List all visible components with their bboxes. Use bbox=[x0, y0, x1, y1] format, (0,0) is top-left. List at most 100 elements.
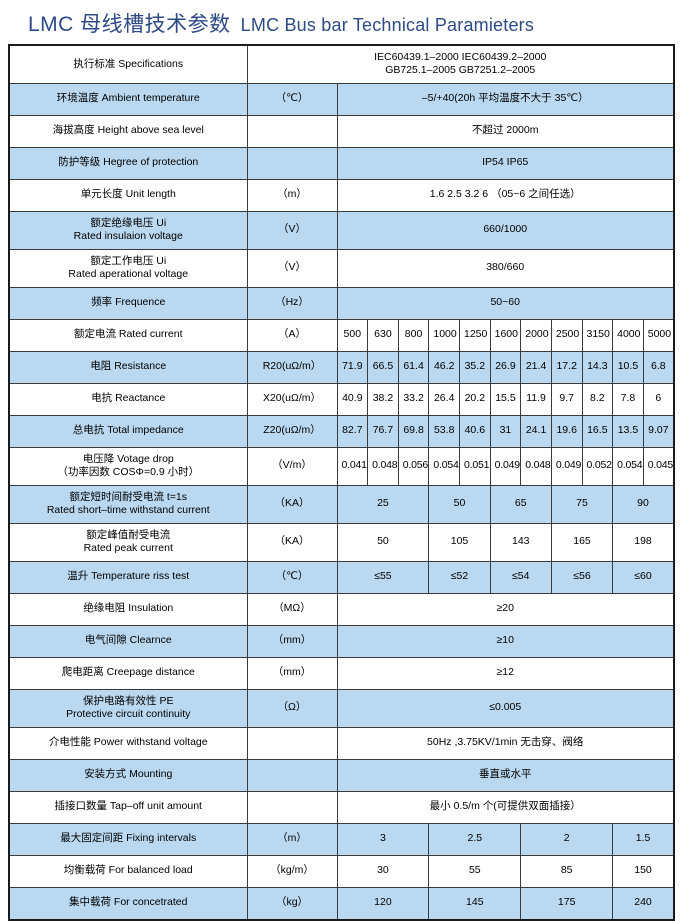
table-row: 单元长度 Unit length （m） 1.6 2.5 3.2 6 （05~6 之… bbox=[8, 178, 675, 212]
row-value: 不超过 2000m bbox=[336, 114, 675, 148]
table-row: 电抗 Reactance X20(uΩ/m） 40.9 38.2 33.2 26.4 20.… bbox=[8, 382, 675, 416]
row-label: 温升 Temperature riss test bbox=[8, 560, 248, 594]
row-unit bbox=[246, 758, 338, 792]
row-unit: （V） bbox=[246, 210, 338, 250]
table-row: 环境温度 Ambient temperature （℃） –5/+40(20h 平均… bbox=[8, 82, 675, 116]
table-row: 电压降 Votage drop （功率因数 COSΦ=0.9 小时） （V/m） 0.… bbox=[8, 446, 675, 486]
row-value: ≥20 bbox=[336, 592, 675, 626]
table-row: 集中载荷 For concetrated （kg） 120 145 175 240 bbox=[8, 886, 675, 920]
table-row: 温升 Temperature riss test （℃） ≤55 ≤52 ≤54 ≤56 ≤… bbox=[8, 560, 675, 594]
row-value: 50Hz ,3.75KV/1min 无击穿、阀络 bbox=[336, 726, 675, 760]
row-label: 安装方式 Mounting bbox=[8, 758, 248, 792]
data-cell: 0.054 bbox=[612, 446, 644, 486]
group-cell: 143 bbox=[489, 522, 552, 562]
row-unit: （m） bbox=[246, 822, 338, 856]
row-label: 额定电流 Rated current bbox=[8, 318, 248, 352]
data-cell: 46.2 bbox=[428, 350, 460, 384]
data-cell: 8.2 bbox=[581, 382, 614, 416]
row-label-cn: 额定峰值耐受电流 bbox=[86, 528, 171, 541]
table-row: 频率 Frequence （Hz） 50~60 bbox=[8, 286, 675, 320]
row-label: 电压降 Votage drop （功率因数 COSΦ=0.9 小时） bbox=[8, 446, 248, 486]
row-unit bbox=[246, 146, 338, 180]
table-row: 总电抗 Total impedance Z20(uΩ/m） 82.7 76.7 69.8… bbox=[8, 414, 675, 448]
data-cell: 40.6 bbox=[459, 414, 491, 448]
data-cell: 19.6 bbox=[550, 414, 583, 448]
row-value: ≤0.005 bbox=[336, 688, 675, 728]
data-cell: 31 bbox=[489, 414, 522, 448]
data-cell: 2000 bbox=[520, 318, 552, 352]
quad-cell: 30 bbox=[336, 854, 430, 888]
row-value-line1: IEC60439.1–2000 IEC60439.2–2000 bbox=[374, 51, 547, 64]
data-cell: 14.3 bbox=[581, 350, 614, 384]
row-label-en: Protective circuit continuity bbox=[66, 708, 191, 720]
group-cell: 90 bbox=[612, 484, 675, 524]
row-label-en: Rated aperational voltage bbox=[68, 268, 189, 280]
table-row: 爬电距离 Creepage distance （mm） ≥12 bbox=[8, 656, 675, 690]
data-cell: 2500 bbox=[550, 318, 583, 352]
row-value: 380/660 bbox=[336, 248, 675, 288]
data-cell: 6.8 bbox=[642, 350, 675, 384]
row-label: 执行标准 Specifications bbox=[8, 44, 248, 84]
table-row: 额定峰值耐受电流 Rated peak current （KA） 50 105 143 16… bbox=[8, 522, 675, 562]
group-cell: ≤54 bbox=[489, 560, 552, 594]
row-unit: Z20(uΩ/m） bbox=[246, 414, 338, 448]
table-row: 防护等级 Hegree of protection IP54 IP65 bbox=[8, 146, 675, 180]
data-cell: 630 bbox=[367, 318, 399, 352]
group-cell: 198 bbox=[612, 522, 675, 562]
table-row: 安装方式 Mounting 垂直或水平 bbox=[8, 758, 675, 792]
quad-cell: 2.5 bbox=[428, 822, 522, 856]
row-unit: X20(uΩ/m） bbox=[246, 382, 338, 416]
row-unit: （A） bbox=[246, 318, 338, 352]
page-title-cn: LMC 母线槽技术参数 bbox=[28, 13, 231, 36]
table-body: 执行标准 Specifications IEC60439.1–2000 IEC60… bbox=[8, 44, 675, 920]
table-row: 额定短时间耐受电流 t=1s Rated short–time withstand… bbox=[8, 484, 675, 524]
group-cell: 105 bbox=[428, 522, 491, 562]
data-cell: 4000 bbox=[612, 318, 644, 352]
table-row: 海拔高度 Height above sea level 不超过 2000m bbox=[8, 114, 675, 148]
data-cell: 40.9 bbox=[336, 382, 369, 416]
data-cell: 13.5 bbox=[612, 414, 644, 448]
data-cell: 33.2 bbox=[397, 382, 430, 416]
row-value: IEC60439.1–2000 IEC60439.2–2000 GB725.1–2… bbox=[246, 44, 675, 84]
group-cell: ≤55 bbox=[336, 560, 430, 594]
data-cell: 500 bbox=[336, 318, 369, 352]
data-cell: 0.049 bbox=[550, 446, 583, 486]
group-cell: 65 bbox=[489, 484, 552, 524]
data-cell: 0.041 bbox=[336, 446, 369, 486]
row-unit: （℃） bbox=[246, 560, 338, 594]
data-cell: 71.9 bbox=[336, 350, 369, 384]
row-unit: （℃） bbox=[246, 82, 338, 116]
data-cell: 1600 bbox=[489, 318, 522, 352]
quad-cell: 120 bbox=[336, 886, 430, 920]
row-label-cn: 额定绝缘电压 Ui bbox=[90, 216, 167, 229]
group-cell: 75 bbox=[550, 484, 614, 524]
row-value: 660/1000 bbox=[336, 210, 675, 250]
row-value: ≥12 bbox=[336, 656, 675, 690]
row-label: 额定工作电压 Ui Rated aperational voltage bbox=[8, 248, 248, 288]
table-row: 执行标准 Specifications IEC60439.1–2000 IEC60… bbox=[8, 44, 675, 84]
row-value: 最小 0.5/m 个(可提供双面插接） bbox=[336, 790, 675, 824]
row-label-line1: 电压降 Votage drop bbox=[82, 452, 174, 465]
data-cell: 21.4 bbox=[520, 350, 552, 384]
row-label-en: Rated insulaion voltage bbox=[73, 230, 183, 242]
row-unit: （KA） bbox=[246, 522, 338, 562]
row-label: 额定绝缘电压 Ui Rated insulaion voltage bbox=[8, 210, 248, 250]
data-cell: 76.7 bbox=[367, 414, 399, 448]
data-cell: 0.056 bbox=[397, 446, 430, 486]
data-cell: 0.052 bbox=[581, 446, 614, 486]
group-cell: ≤60 bbox=[612, 560, 675, 594]
page-title-en: LMC Bus bar Technical Paramieters bbox=[240, 15, 535, 35]
data-cell: 17.2 bbox=[550, 350, 583, 384]
data-cell: 9.07 bbox=[642, 414, 675, 448]
data-cell: 61.4 bbox=[397, 350, 430, 384]
row-label-en: Rated peak current bbox=[83, 542, 173, 554]
row-label: 单元长度 Unit length bbox=[8, 178, 248, 212]
row-value: 1.6 2.5 3.2 6 （05~6 之间任选） bbox=[336, 178, 675, 212]
row-label: 电阻 Resistance bbox=[8, 350, 248, 384]
row-label-cn: 保护电路有效性 PE bbox=[83, 694, 174, 707]
table-row: 保护电路有效性 PE Protective circuit continuity （… bbox=[8, 688, 675, 728]
row-unit: （kg） bbox=[246, 886, 338, 920]
row-label: 电抗 Reactance bbox=[8, 382, 248, 416]
quad-cell: 240 bbox=[612, 886, 675, 920]
data-cell: 1250 bbox=[459, 318, 491, 352]
